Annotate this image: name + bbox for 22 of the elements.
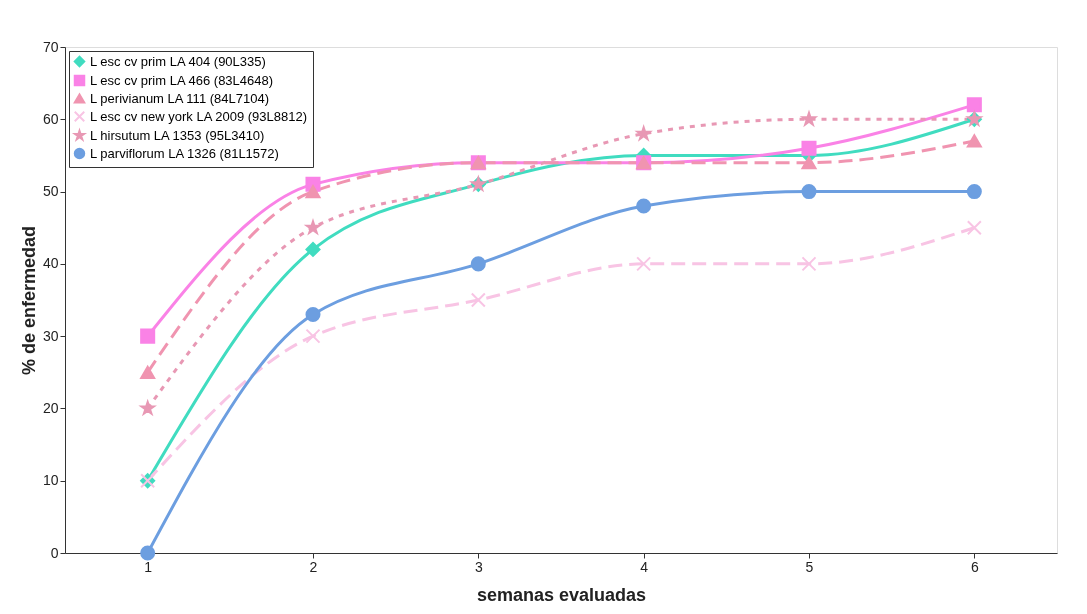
legend-label: L hirsutum LA 1353 (95L3410)	[90, 127, 265, 143]
x-tick-label: 1	[144, 558, 153, 575]
y-tick-label: 10	[42, 472, 59, 489]
y-tick-label: 50	[42, 183, 59, 200]
y-tick-label: 0	[50, 544, 59, 561]
y-tick-label: 70	[42, 38, 59, 55]
y-tick-label: 40	[42, 255, 59, 272]
legend-label: L esc cv prim LA 404 (90L335)	[90, 53, 266, 69]
x-tick-label: 3	[474, 558, 483, 575]
y-tick-label: 30	[42, 327, 59, 344]
y-tick-label: 60	[42, 110, 59, 127]
x-axis-title: semanas evaluadas	[476, 584, 647, 605]
y-tick-label: 20	[42, 399, 59, 416]
legend-label: L esc cv new york LA 2009 (93L8812)	[90, 108, 308, 124]
x-tick-label: 6	[970, 558, 979, 575]
legend-label: L esc cv prim LA 466 (83L4648)	[90, 72, 274, 88]
x-tick-label: 2	[309, 558, 318, 575]
x-tick-label: 5	[805, 558, 814, 575]
x-tick-label: 4	[640, 558, 649, 575]
legend-label: L parviflorum LA 1326 (81L1572)	[90, 145, 279, 161]
y-axis-title: % de enfermedad	[18, 225, 39, 376]
legend-label: L perivianum LA 111 (84L7104)	[90, 90, 269, 106]
